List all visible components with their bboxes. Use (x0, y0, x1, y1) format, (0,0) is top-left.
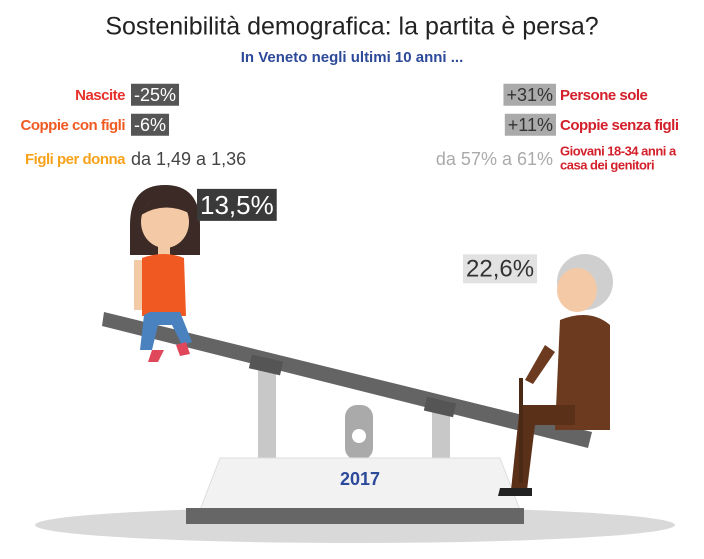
stat-label: Giovani 18-34 anni a (560, 143, 677, 158)
stat-label: Persone sole (560, 87, 648, 104)
stat-label: casa dei genitori (560, 157, 654, 172)
girl-arm (134, 260, 142, 310)
elder-value: 22,6% (466, 255, 534, 282)
stat-label: Coppie senza figli (560, 117, 679, 134)
stat-label: Coppie con figli (21, 117, 126, 134)
elder-cane (519, 378, 523, 483)
title: Sostenibilità demografica: la partita è … (105, 13, 598, 41)
girl-value: 13,5% (200, 190, 274, 220)
pillar (258, 370, 276, 460)
stat-value: da 1,49 a 1,36 (131, 149, 246, 169)
pillar (432, 410, 450, 460)
subtitle: In Veneto negli ultimi 10 anni ... (241, 49, 464, 66)
stat-label: Figli per donna (25, 151, 126, 168)
girl-dress (142, 254, 186, 316)
stat-value: da 57% a 61% (436, 149, 553, 169)
stat-value: +31% (506, 85, 553, 105)
gauge-dial (352, 429, 366, 443)
stat-value: +11% (508, 115, 553, 135)
stat-label: Nascite (75, 87, 125, 104)
elder-shoe (498, 488, 532, 496)
stat-value: -6% (134, 115, 166, 135)
infographic: Sostenibilità demografica: la partita è … (0, 0, 704, 559)
year: 2017 (340, 469, 380, 489)
elder-face (557, 268, 597, 312)
base-foot (186, 508, 524, 524)
stat-value: -25% (134, 85, 176, 105)
